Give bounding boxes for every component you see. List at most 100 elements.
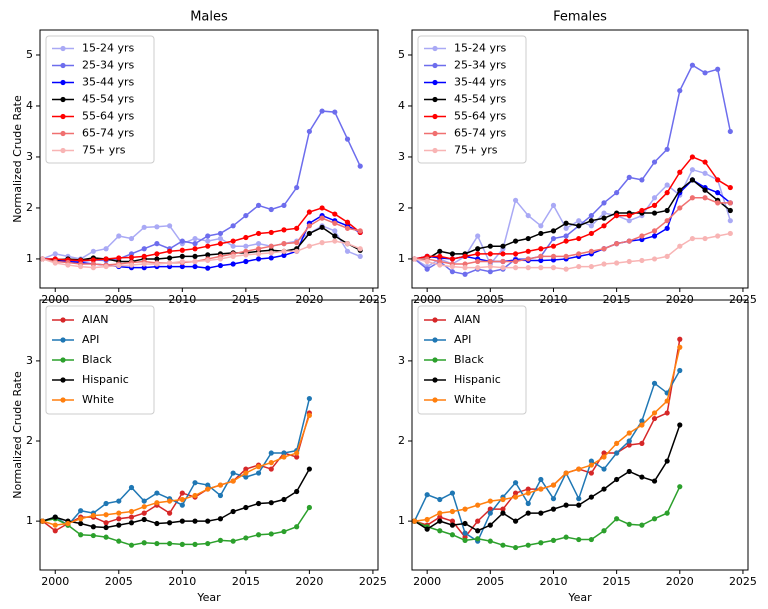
series-line bbox=[42, 468, 311, 529]
data-point bbox=[255, 241, 262, 247]
legend-marker bbox=[432, 397, 438, 403]
data-point bbox=[217, 262, 224, 269]
data-point bbox=[576, 466, 582, 472]
data-point bbox=[614, 190, 620, 196]
legend-marker bbox=[60, 337, 66, 343]
data-point bbox=[563, 220, 569, 226]
data-point bbox=[462, 530, 468, 536]
data-point bbox=[639, 233, 645, 239]
data-point bbox=[154, 540, 160, 547]
data-point bbox=[243, 234, 249, 241]
data-point bbox=[141, 224, 147, 230]
legend-label: 55-64 yrs bbox=[454, 110, 506, 123]
data-point bbox=[268, 450, 274, 456]
data-point bbox=[141, 510, 147, 516]
data-point bbox=[601, 246, 607, 252]
data-point bbox=[65, 520, 71, 527]
data-point bbox=[601, 450, 607, 456]
data-point bbox=[90, 524, 96, 530]
legend-label: 75+ yrs bbox=[82, 144, 126, 157]
data-point bbox=[550, 228, 557, 234]
plot-area bbox=[40, 108, 363, 271]
data-point bbox=[512, 518, 519, 524]
x-tick-label: 2025 bbox=[729, 575, 757, 588]
legend-label: API bbox=[454, 333, 471, 346]
data-point bbox=[664, 458, 670, 464]
series bbox=[412, 367, 683, 544]
data-point bbox=[319, 240, 325, 246]
plot-area bbox=[412, 336, 683, 551]
data-point bbox=[268, 243, 274, 249]
x-tick-label: 2020 bbox=[666, 575, 694, 588]
data-point bbox=[601, 466, 607, 472]
data-point bbox=[538, 540, 544, 546]
data-point bbox=[525, 486, 531, 492]
data-point bbox=[255, 202, 262, 208]
data-point bbox=[306, 412, 312, 418]
data-point bbox=[601, 454, 607, 460]
series bbox=[412, 484, 683, 551]
legend-label: 35-44 yrs bbox=[454, 76, 506, 89]
data-point bbox=[651, 380, 658, 386]
legend-marker bbox=[432, 79, 438, 86]
data-point bbox=[230, 508, 236, 515]
x-tick-label: 2025 bbox=[359, 575, 387, 588]
series-line bbox=[42, 398, 311, 527]
data-point bbox=[588, 212, 594, 219]
data-point bbox=[651, 415, 658, 422]
data-point bbox=[52, 514, 58, 520]
data-point bbox=[103, 500, 109, 507]
data-point bbox=[626, 218, 632, 224]
data-point bbox=[255, 500, 262, 507]
data-point bbox=[702, 235, 708, 242]
data-point bbox=[268, 255, 274, 261]
data-point bbox=[626, 438, 632, 444]
data-point bbox=[294, 450, 300, 456]
data-point bbox=[167, 263, 173, 270]
data-point bbox=[78, 263, 84, 270]
data-point bbox=[40, 518, 46, 524]
data-point bbox=[179, 502, 185, 508]
data-point bbox=[689, 177, 696, 183]
data-point bbox=[424, 492, 430, 498]
data-point bbox=[217, 230, 224, 237]
data-point bbox=[626, 468, 632, 475]
data-point bbox=[512, 544, 519, 551]
data-point bbox=[538, 223, 544, 229]
plot-area bbox=[40, 395, 312, 548]
data-point bbox=[651, 228, 658, 234]
data-point bbox=[512, 265, 519, 271]
x-tick-label: 2015 bbox=[232, 575, 260, 588]
data-point bbox=[306, 243, 312, 249]
series-line bbox=[414, 347, 681, 522]
data-point bbox=[281, 227, 287, 233]
data-point bbox=[677, 422, 683, 428]
data-point bbox=[576, 502, 582, 508]
data-point bbox=[525, 542, 531, 548]
data-point bbox=[487, 258, 493, 265]
data-point bbox=[344, 248, 351, 254]
data-point bbox=[727, 230, 733, 237]
data-point bbox=[243, 212, 249, 219]
data-point bbox=[230, 238, 236, 244]
legend-marker bbox=[432, 113, 438, 120]
data-point bbox=[255, 464, 262, 470]
data-point bbox=[306, 223, 312, 229]
series-line bbox=[42, 415, 311, 526]
x-tick-label: 2010 bbox=[168, 575, 196, 588]
data-point bbox=[192, 241, 198, 247]
data-point bbox=[103, 263, 109, 270]
data-point bbox=[192, 263, 198, 270]
data-point bbox=[449, 490, 456, 496]
series bbox=[412, 177, 733, 265]
data-point bbox=[437, 514, 443, 520]
data-point bbox=[205, 233, 211, 239]
legend-box bbox=[45, 305, 155, 415]
series-line bbox=[42, 412, 311, 532]
data-point bbox=[639, 522, 645, 528]
data-point bbox=[192, 518, 198, 524]
data-point bbox=[128, 484, 135, 491]
data-point bbox=[614, 440, 620, 447]
data-point bbox=[588, 462, 594, 468]
series-line bbox=[42, 507, 311, 546]
